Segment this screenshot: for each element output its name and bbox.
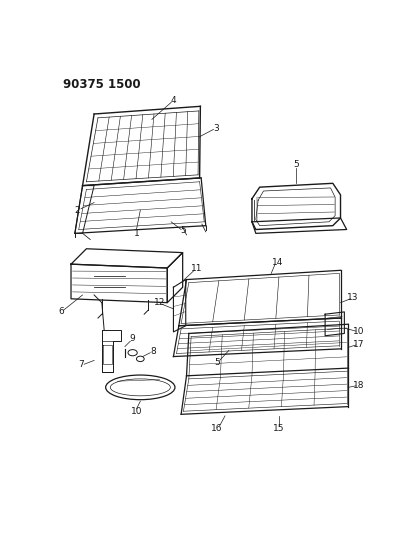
- Text: 3: 3: [212, 124, 218, 133]
- Text: 12: 12: [153, 298, 165, 307]
- Text: 90375 1500: 90375 1500: [63, 78, 141, 91]
- Text: 5: 5: [214, 358, 220, 367]
- Text: 5: 5: [292, 160, 298, 169]
- Text: 10: 10: [352, 327, 364, 336]
- Text: 6: 6: [58, 308, 64, 317]
- Text: 8: 8: [150, 346, 156, 356]
- Text: 5: 5: [180, 226, 186, 235]
- Text: 2: 2: [74, 206, 80, 215]
- Text: 7: 7: [78, 360, 84, 369]
- Text: 13: 13: [346, 293, 358, 302]
- Text: 18: 18: [352, 381, 363, 390]
- Text: 11: 11: [190, 263, 202, 272]
- Text: 15: 15: [273, 424, 284, 433]
- Text: 17: 17: [352, 340, 363, 349]
- Text: 14: 14: [271, 258, 282, 267]
- Text: 9: 9: [129, 334, 134, 343]
- Text: 4: 4: [170, 95, 176, 104]
- Text: 1: 1: [133, 229, 139, 238]
- Text: 10: 10: [130, 408, 142, 416]
- Text: 16: 16: [210, 424, 222, 433]
